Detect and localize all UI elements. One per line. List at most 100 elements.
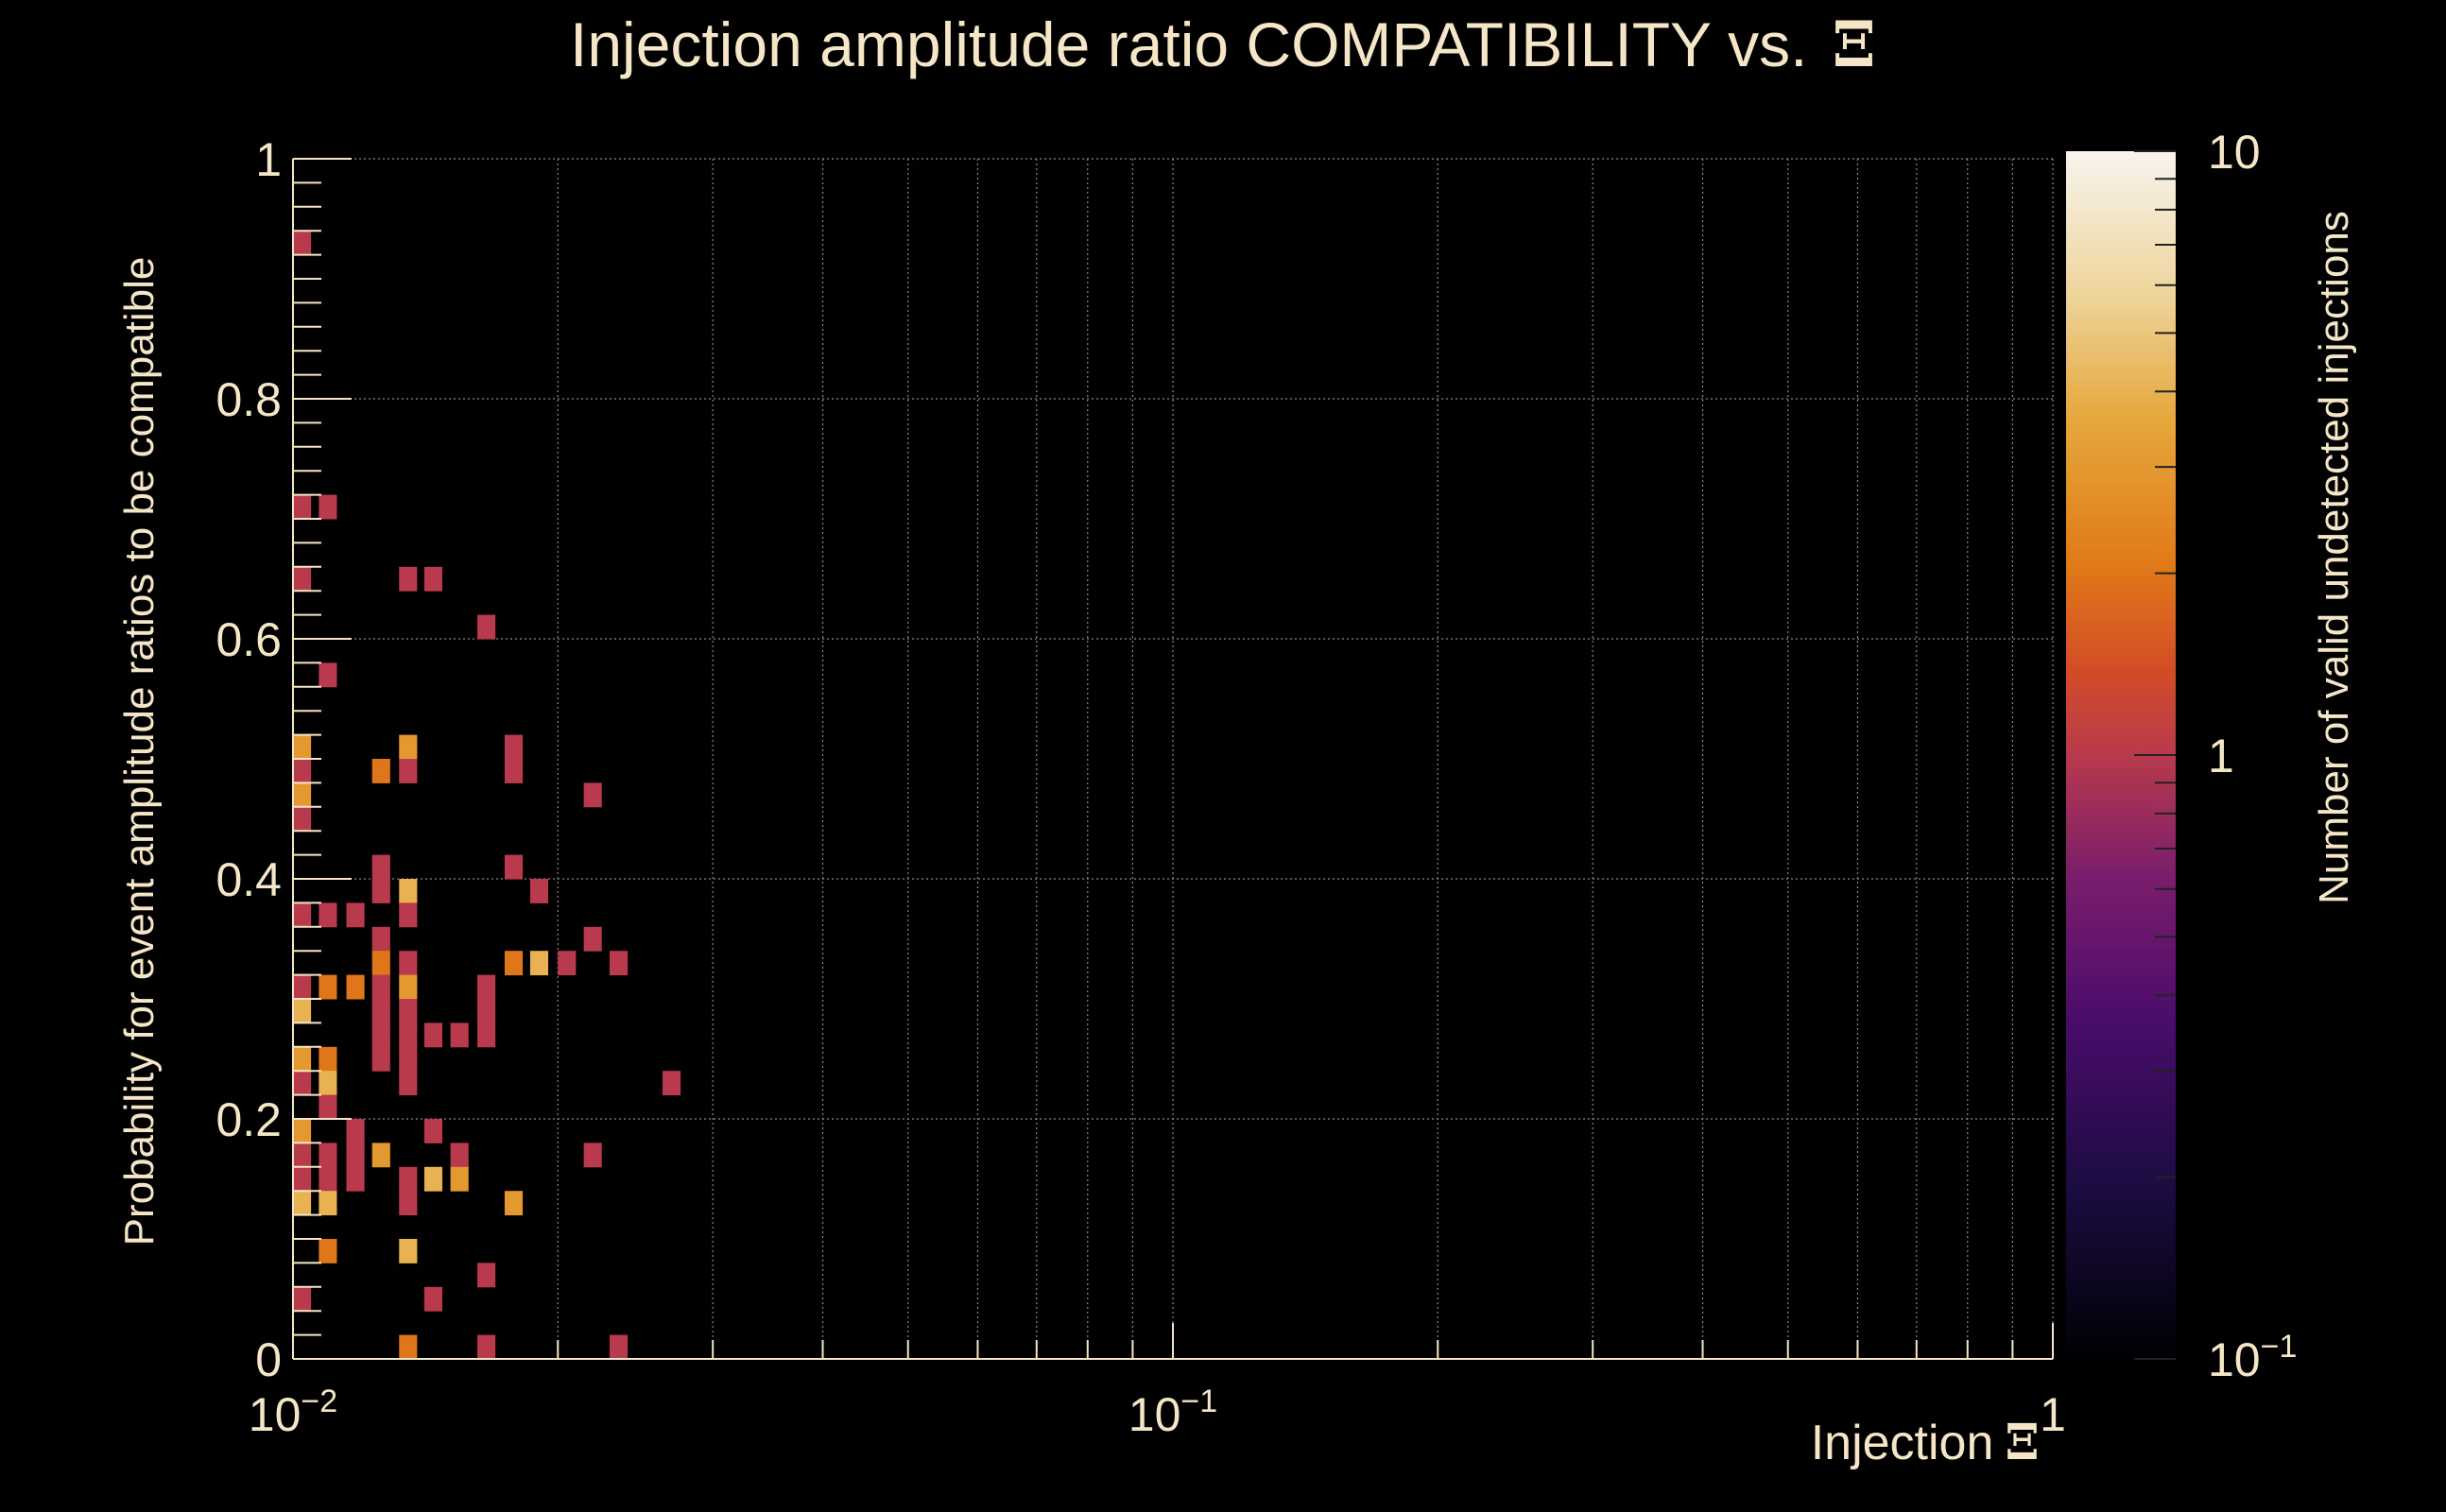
heatmap-cell	[293, 782, 312, 808]
heatmap-cell	[583, 782, 602, 808]
heatmap-cell	[477, 614, 496, 640]
heatmap-cell	[346, 974, 365, 1000]
heatmap-cell	[319, 1094, 337, 1120]
heatmap-cell	[423, 1166, 443, 1192]
heatmap-cell	[529, 879, 549, 903]
heatmap-cell	[423, 1119, 443, 1143]
heatmap-cell	[662, 1071, 681, 1096]
heatmap-cell	[293, 1286, 312, 1312]
heatmap-cell	[610, 1334, 629, 1360]
heatmap-cell	[293, 806, 312, 832]
heatmap-cell	[319, 974, 337, 1000]
x-axis-symbol: Ξ	[2005, 1414, 2040, 1471]
x-tick-base: 10	[249, 1388, 301, 1441]
colorbar-tick-label: 10−1	[2208, 1329, 2297, 1386]
heatmap-cell	[319, 1239, 337, 1263]
x-axis-label: Injection Ξ	[1811, 1414, 2040, 1471]
heatmap-cell	[319, 1191, 337, 1216]
heatmap-cell	[477, 999, 496, 1023]
x-tick-exponent: −2	[301, 1383, 337, 1419]
y-tick-label: 0.4	[215, 853, 282, 906]
heatmap-cell	[477, 974, 496, 1000]
heatmap-cell	[371, 951, 390, 976]
heatmap-cell	[504, 951, 524, 976]
heatmap-cell	[371, 854, 390, 880]
y-tick-label: 0.8	[215, 373, 282, 426]
heatmap-cell	[371, 1046, 390, 1072]
colorbar-tick-exponent: −1	[2261, 1329, 2298, 1365]
axes	[292, 158, 2054, 1360]
colorbar-tick-base: 10	[2208, 126, 2261, 179]
heatmap-cell	[319, 1166, 337, 1192]
heatmap-cell	[293, 494, 312, 520]
heatmap-cell	[399, 902, 418, 928]
heatmap-cell	[529, 951, 549, 976]
heatmap-cell	[371, 759, 390, 783]
x-tick-labels: 10−2 10−1 1	[249, 1383, 2066, 1441]
chart-title: Injection amplitude ratio COMPATIBILITY …	[570, 8, 1876, 81]
heatmap-cell	[399, 974, 418, 1000]
heatmap-cell	[319, 1046, 337, 1072]
y-tick-label: 1	[255, 133, 282, 186]
heatmap-cell	[504, 1191, 524, 1216]
heatmap-cell	[293, 566, 312, 592]
heatmap-cell	[293, 974, 312, 1000]
heatmap-cell	[450, 1022, 469, 1048]
heatmap-cell	[477, 1334, 496, 1360]
heatmap-cell	[293, 1191, 312, 1216]
heatmap-cell	[319, 1143, 337, 1168]
heatmap-cell	[293, 999, 312, 1023]
heatmap-cell	[293, 1071, 312, 1096]
chart-title-text: Injection amplitude ratio COMPATIBILITY …	[570, 9, 1808, 79]
heatmap-cell	[399, 566, 418, 592]
heatmap-cell	[399, 1022, 418, 1048]
heatmap-cell	[423, 1022, 443, 1048]
heatmap-cell	[399, 1071, 418, 1096]
heatmap-cell	[399, 1239, 418, 1263]
heatmap-cell	[319, 1071, 337, 1096]
heatmap-cell	[293, 1143, 312, 1168]
heatmap-cells	[293, 231, 681, 1360]
y-tick-label: 0.6	[215, 613, 282, 666]
heatmap-cell	[371, 974, 390, 1000]
y-tick-labels: 0 0.2 0.4 0.6 0.8 1	[215, 133, 282, 1386]
heatmap-cell	[346, 902, 365, 928]
heatmap-cell	[583, 1143, 602, 1168]
heatmap-cell	[399, 759, 418, 783]
heatmap-cell	[346, 1143, 365, 1168]
x-tick-base: 10	[1128, 1388, 1181, 1441]
heatmap-cell	[293, 1119, 312, 1143]
heatmap-cell	[371, 999, 390, 1023]
heatmap-cell	[399, 1046, 418, 1072]
y-axis-label: Probability for event amplitude ratios t…	[116, 257, 163, 1246]
heatmap-cell	[477, 1022, 496, 1048]
heatmap-cell	[399, 1166, 418, 1192]
heatmap-cell	[346, 1166, 365, 1192]
x-tick-label: 1	[2040, 1388, 2066, 1441]
colorbar-label: Number of valid undetected injections	[2311, 211, 2357, 904]
heatmap-cell	[504, 759, 524, 783]
heatmap-cell	[399, 999, 418, 1023]
heatmap-cell	[371, 1022, 390, 1048]
heatmap-cell	[399, 951, 418, 976]
heatmap-cell	[293, 231, 312, 256]
heatmap-cell	[583, 926, 602, 952]
heatmap-cell	[293, 734, 312, 760]
heatmap-cell	[293, 902, 312, 928]
heatmap-cell	[371, 926, 390, 952]
heatmap-cell	[319, 902, 337, 928]
colorbar-ticks: 10 1 10−1	[2134, 126, 2297, 1386]
title-symbol: Ξ	[1833, 8, 1876, 81]
grid-lines	[292, 158, 2054, 1359]
x-axis-label-text: Injection	[1811, 1416, 1994, 1470]
heatmap-cell	[399, 1334, 418, 1360]
x-tick-exponent: −1	[1180, 1383, 1217, 1419]
heatmap-cell	[558, 951, 577, 976]
heatmap-cell	[319, 494, 337, 520]
colorbar-tick-base: 1	[2208, 730, 2234, 782]
heatmap-cell	[610, 951, 629, 976]
heatmap-cell	[423, 566, 443, 592]
heatmap-cell	[293, 1046, 312, 1072]
heatmap-cell	[346, 1119, 365, 1143]
